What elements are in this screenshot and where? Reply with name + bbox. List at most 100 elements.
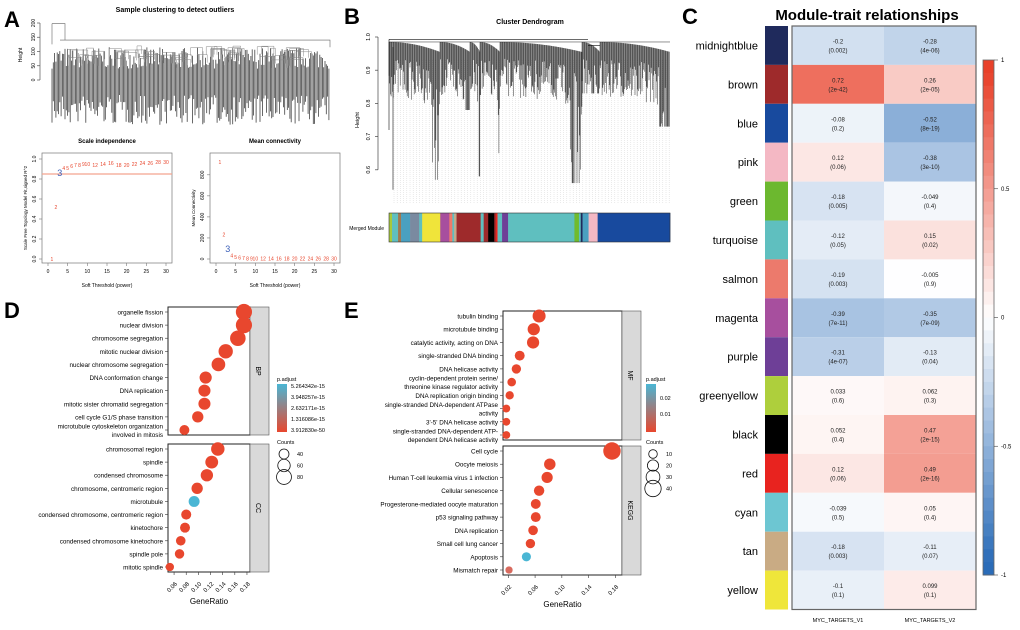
term-label: involved in mitosis [112, 432, 163, 439]
colorbar-step [983, 356, 994, 370]
module-label: cyan [735, 507, 758, 519]
x-tick-label: 0.02 [501, 584, 514, 597]
term-label: DNA replication [120, 388, 164, 395]
correlation-value: 0.12 [832, 156, 844, 162]
heatmap-cell [792, 220, 884, 260]
module-color-segment [392, 213, 399, 242]
p-value: (0.005) [828, 204, 847, 210]
p-value: (0.003) [828, 554, 847, 560]
size-legend-label: 20 [666, 464, 672, 470]
term-label: dependent DNA helicase activity [408, 437, 499, 444]
colorbar-step [983, 510, 994, 524]
y-tick-label: 0 [200, 257, 206, 260]
x-tick-label: 5 [66, 269, 69, 275]
module-color-segment [401, 213, 411, 242]
colorbar-step [983, 523, 994, 537]
colorbar-step [983, 369, 994, 383]
correlation-value: 0.062 [922, 390, 938, 396]
color-legend-label: 5.264342e-15 [291, 384, 325, 390]
module-label: midnightblue [696, 40, 758, 52]
correlation-value: 0.033 [830, 390, 846, 396]
power-point: 14 [100, 162, 106, 168]
heatmap-cell [884, 376, 976, 415]
module-label: pink [738, 157, 759, 169]
term-dot [198, 397, 211, 410]
power-point: 12 [260, 257, 266, 263]
correlation-value: -0.08 [831, 117, 845, 123]
legend-size-title: Counts [646, 440, 664, 446]
colorbar-step [983, 304, 994, 318]
module-label: purple [727, 352, 758, 364]
correlation-value: -0.38 [923, 156, 937, 162]
y-tick-label: 100 [31, 47, 37, 56]
module-color-segment [398, 213, 402, 242]
power-point: 30 [163, 160, 169, 166]
module-color-segment [588, 213, 598, 242]
heatmap-cell [884, 570, 976, 610]
size-legend-label: 40 [297, 452, 303, 458]
x-tick-label: 25 [312, 269, 318, 275]
panel-d: BP organelle fission nuclear division chrom… [38, 303, 325, 606]
column-label: MYC_TARGETS_V2 [905, 618, 956, 624]
p-value: (0.05) [830, 243, 846, 249]
power-point: 3 [57, 168, 62, 178]
correlation-value: -0.18 [831, 545, 845, 551]
module-color-segment [497, 213, 503, 242]
legend-color-title: p.adjust [646, 377, 666, 383]
power-point: 28 [155, 160, 161, 166]
dendrogram-root [388, 39, 600, 190]
colorbar-step [983, 201, 994, 215]
power-point: 30 [331, 257, 337, 263]
facet-label: MF [626, 370, 633, 380]
colorbar-step [983, 188, 994, 203]
y-tick-label: 0.7 [366, 133, 372, 141]
colorbar-step [983, 253, 994, 267]
size-legend-circle [645, 469, 661, 485]
y-tick-label: 0.8 [32, 175, 38, 182]
y-tick-label: 400 [200, 213, 206, 222]
p-value: (4e-06) [920, 48, 939, 54]
heatmap-cell [884, 64, 976, 104]
power-point: 16 [276, 257, 282, 263]
size-legend-label: 40 [666, 487, 672, 493]
correlation-value: 0.47 [924, 428, 936, 434]
y-tick-label: 150 [31, 33, 37, 42]
module-bar-frame [388, 212, 671, 243]
size-legend-label: 30 [666, 475, 672, 481]
colorbar-step [983, 484, 994, 499]
heatmap-cell [792, 142, 884, 182]
p-value: (3e-10) [920, 165, 939, 171]
term-dot [527, 323, 540, 336]
term-label: condensed chromosome, centromeric region [38, 512, 163, 519]
term-dot [505, 391, 514, 400]
y-tick-label: 200 [200, 234, 206, 243]
correlation-value: 0.12 [832, 467, 844, 473]
colorbar-tick-label: 0.5 [1001, 187, 1010, 193]
panel-label-a: A [4, 7, 20, 32]
power-point: 7 [74, 163, 77, 169]
x-tick-label: 20 [292, 269, 298, 275]
module-label: greenyellow [699, 391, 758, 403]
x-tick-label: 10 [85, 269, 91, 275]
module-bar-label: Merged Module [349, 226, 384, 232]
color-legend-bar [646, 384, 656, 432]
size-legend-circle [278, 448, 290, 460]
power-point: 9 [82, 162, 85, 168]
term-label: catalytic activity, acting on DNA [411, 340, 499, 347]
dendrogram-branch [51, 23, 331, 48]
panel-label-d: D [4, 298, 20, 323]
x-tick-label: 0.18 [608, 584, 621, 597]
module-color-segment [456, 213, 481, 242]
p-value: (2e-15) [920, 437, 939, 443]
term-label: tubulin binding [457, 314, 498, 321]
term-label: mitotic sister chromatid segregation [64, 401, 164, 408]
heatmap-cell [884, 337, 976, 377]
module-color-swatch [765, 453, 788, 493]
colorbar-step [983, 343, 994, 357]
term-label: p53 signaling pathway [436, 515, 499, 522]
p-value: (0.3) [924, 399, 936, 405]
term-label: condensed chromosome kinetochore [60, 538, 164, 545]
term-label: chromosome, centromeric region [71, 486, 164, 493]
size-legend-circle [648, 449, 658, 459]
